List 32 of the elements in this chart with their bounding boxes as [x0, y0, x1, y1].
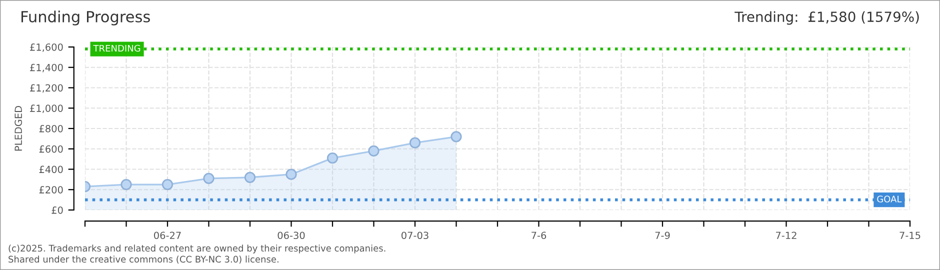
x-tick-label: 06-30 — [278, 232, 305, 240]
ref-line-label: GOAL — [877, 196, 902, 202]
y-tick-label: £0 — [52, 206, 63, 214]
x-tick-label: 7-12 — [776, 232, 796, 239]
y-tick-label: £1,600 — [30, 43, 63, 52]
point — [368, 145, 380, 156]
y-tick-label: £1,400 — [30, 64, 63, 72]
x-tick-label: 7-6 — [532, 232, 546, 240]
point — [203, 172, 214, 184]
ref-line-label: TRENDING — [93, 44, 140, 52]
x-tick-label: 07-03 — [402, 232, 428, 240]
y-tick-label: £1,200 — [30, 84, 63, 93]
text: Trending: £1,580 (1579%) — [734, 11, 919, 25]
y-tick-label: £800 — [39, 124, 63, 132]
chart-title: Funding Progress — [22, 10, 150, 26]
point — [162, 178, 174, 190]
x-tick-label: 06-27 — [154, 232, 181, 240]
y-tick-label: £400 — [39, 166, 63, 174]
y-tick-label: £1,000 — [30, 104, 63, 113]
y-axis-title: PLEDGED — [14, 106, 22, 151]
point — [286, 168, 297, 180]
x-tick-label: 7-9 — [655, 232, 670, 240]
text: Shared under the creative commons (CC BY-NC 3.0) license. — [8, 256, 278, 264]
point — [326, 152, 338, 164]
point — [244, 172, 256, 183]
point — [450, 131, 462, 142]
point — [409, 137, 421, 148]
point — [120, 178, 132, 190]
y-tick-label: £200 — [39, 186, 63, 194]
x-tick-label: 7-15 — [900, 232, 920, 240]
text: (c)2025. Trademarks and related content are owned by their respective companies. — [8, 244, 386, 254]
y-tick-label: £600 — [39, 145, 63, 153]
